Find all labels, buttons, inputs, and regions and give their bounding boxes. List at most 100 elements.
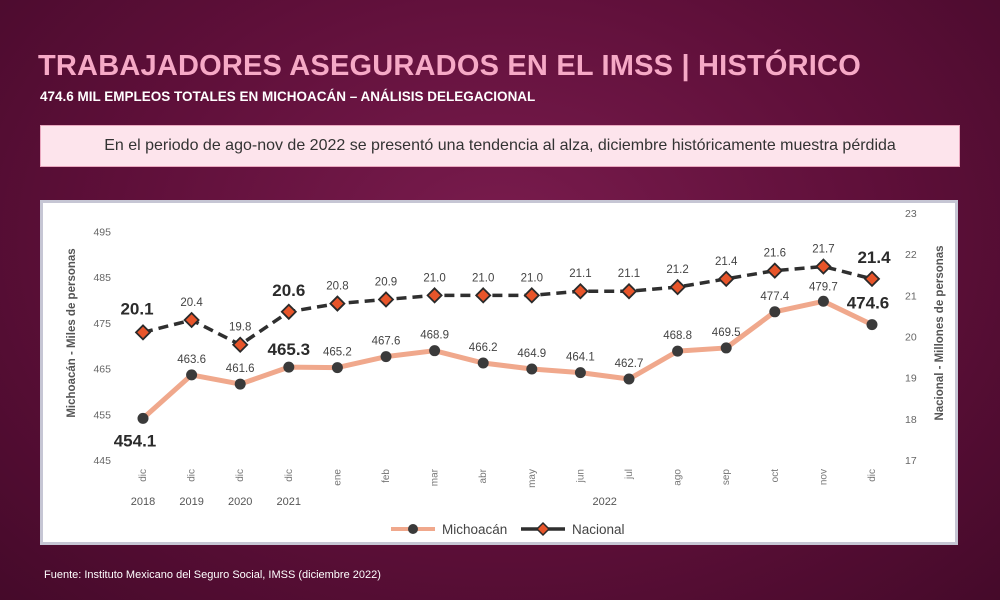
data-label-nacional: 21.7 bbox=[812, 244, 834, 256]
x-tick-label: ago bbox=[673, 469, 684, 486]
insight-banner-text: En el periodo de ago-nov de 2022 se pres… bbox=[104, 137, 896, 154]
x-tick-label: jul bbox=[624, 469, 635, 480]
data-label-nacional: 21.6 bbox=[764, 248, 786, 260]
point-michoacan bbox=[720, 342, 732, 354]
source-note: Fuente: Instituto Mexicano del Seguro So… bbox=[44, 569, 381, 581]
point-nacional bbox=[863, 270, 881, 288]
data-label-michoacan: 469.5 bbox=[712, 327, 741, 339]
data-label-michoacan: 461.6 bbox=[226, 363, 255, 375]
y-right-tick-label: 17 bbox=[905, 455, 917, 467]
data-label-michoacan: 465.2 bbox=[323, 347, 352, 359]
data-label-nacional: 20.6 bbox=[272, 281, 305, 300]
data-label-nacional: 21.4 bbox=[715, 256, 738, 268]
data-label-michoacan: 465.3 bbox=[268, 340, 311, 359]
x-tick-label: jun bbox=[575, 469, 586, 483]
data-label-michoacan: 462.7 bbox=[615, 358, 644, 370]
x-tick-label: feb bbox=[381, 469, 392, 483]
chart-panel: 445 455 465 475 485 495 17 18 19 20 21 22 23 Michoacá… bbox=[40, 200, 958, 545]
data-label-michoacan: 454.1 bbox=[114, 431, 157, 450]
x-tick-label: dic bbox=[284, 469, 295, 482]
y-left-tick-label: 495 bbox=[93, 226, 111, 238]
point-michoacan bbox=[817, 295, 829, 307]
data-label-nacional: 21.0 bbox=[472, 272, 494, 284]
data-label-michoacan: 474.6 bbox=[847, 294, 890, 313]
point-michoacan bbox=[137, 412, 149, 424]
point-michoacan bbox=[380, 351, 392, 363]
x-tick-label: dic bbox=[187, 469, 198, 482]
y-left-tick-label: 465 bbox=[93, 364, 111, 376]
data-label-nacional: 21.0 bbox=[423, 272, 445, 284]
point-michoacan bbox=[574, 367, 586, 379]
point-nacional bbox=[474, 287, 492, 304]
data-label-michoacan: 479.7 bbox=[809, 281, 838, 293]
point-nacional bbox=[717, 270, 735, 288]
point-michoacan bbox=[769, 306, 781, 318]
point-nacional bbox=[377, 291, 395, 308]
point-michoacan bbox=[477, 357, 489, 369]
series-line-michoacan bbox=[140, 298, 875, 421]
data-label-nacional: 21.4 bbox=[857, 248, 891, 267]
y-left-tick-label: 475 bbox=[93, 318, 111, 330]
point-nacional bbox=[426, 287, 443, 304]
x-tick-label: dic bbox=[138, 469, 149, 482]
point-nacional bbox=[620, 282, 638, 300]
point-michoacan bbox=[623, 373, 635, 385]
point-michoacan bbox=[429, 345, 441, 357]
y-right-axis-title: Nacional - Millones de personas bbox=[934, 245, 946, 420]
point-michoacan bbox=[672, 345, 684, 357]
y-left-tick-label: 485 bbox=[93, 272, 111, 284]
legend-label-michoacan: Michoacán bbox=[442, 522, 507, 537]
x-year-label: 2020 bbox=[228, 496, 252, 508]
page-title: TRABAJADORES ASEGURADOS EN EL IMSS | HIS… bbox=[38, 50, 861, 82]
x-tick-label: dic bbox=[867, 469, 878, 482]
data-label-nacional: 21.1 bbox=[569, 268, 591, 280]
point-nacional bbox=[183, 311, 200, 329]
y-right-tick-label: 22 bbox=[905, 249, 917, 261]
data-label-michoacan: 468.8 bbox=[663, 330, 692, 342]
legend-marker-nacional bbox=[535, 521, 551, 537]
data-label-michoacan: 464.9 bbox=[517, 348, 546, 360]
point-nacional bbox=[231, 336, 249, 354]
point-nacional bbox=[815, 258, 832, 275]
x-tick-label: nov bbox=[818, 469, 829, 485]
y-left-tick-label: 445 bbox=[93, 455, 111, 467]
point-nacional bbox=[329, 295, 346, 312]
point-michoacan bbox=[526, 363, 538, 375]
page-subtitle: 474.6 MIL EMPLEOS TOTALES EN MICHOACÁN –… bbox=[40, 89, 536, 104]
point-nacional bbox=[523, 287, 541, 304]
y-left-tick-label: 455 bbox=[93, 409, 111, 421]
series-line-nacional bbox=[142, 264, 873, 347]
x-year-label: 2022 bbox=[592, 496, 616, 508]
data-label-nacional: 20.1 bbox=[120, 299, 153, 318]
data-label-nacional: 21.0 bbox=[521, 272, 543, 284]
point-nacional bbox=[134, 324, 152, 341]
x-year-label: 2021 bbox=[277, 496, 301, 508]
x-tick-label: abr bbox=[478, 468, 489, 483]
legend-label-nacional: Nacional bbox=[572, 522, 625, 537]
x-tick-label: oct bbox=[770, 469, 781, 483]
data-label-nacional: 20.8 bbox=[326, 281, 348, 293]
y-right-tick-label: 23 bbox=[905, 208, 917, 220]
y-right-tick-label: 20 bbox=[905, 332, 917, 344]
x-tick-label: mar bbox=[430, 468, 441, 486]
point-michoacan bbox=[283, 361, 295, 373]
line-chart: 445 455 465 475 485 495 17 18 19 2021 22 23 Michoacá… bbox=[66, 208, 946, 537]
point-nacional bbox=[280, 303, 298, 321]
y-right-tick-label: 19 bbox=[905, 373, 917, 385]
data-label-nacional: 19.8 bbox=[229, 322, 251, 334]
point-michoacan bbox=[186, 369, 198, 381]
x-tick-label: dic bbox=[235, 469, 246, 482]
data-label-michoacan: 466.2 bbox=[469, 342, 498, 354]
x-year-label: 2019 bbox=[179, 496, 203, 508]
data-label-nacional: 21.1 bbox=[618, 268, 640, 280]
point-michoacan bbox=[866, 319, 878, 331]
data-label-michoacan: 467.6 bbox=[372, 336, 401, 348]
y-right-tick-label: 18 bbox=[905, 414, 917, 426]
x-year-label: 2018 bbox=[131, 496, 155, 508]
point-nacional bbox=[766, 262, 784, 279]
data-label-michoacan: 463.6 bbox=[177, 354, 206, 366]
data-label-nacional: 20.4 bbox=[180, 297, 203, 309]
y-left-axis-title: Michoacán - Miles de personas bbox=[66, 248, 78, 417]
x-tick-label: may bbox=[527, 469, 538, 488]
insight-banner: En el periodo de ago-nov de 2022 se pres… bbox=[40, 125, 960, 167]
